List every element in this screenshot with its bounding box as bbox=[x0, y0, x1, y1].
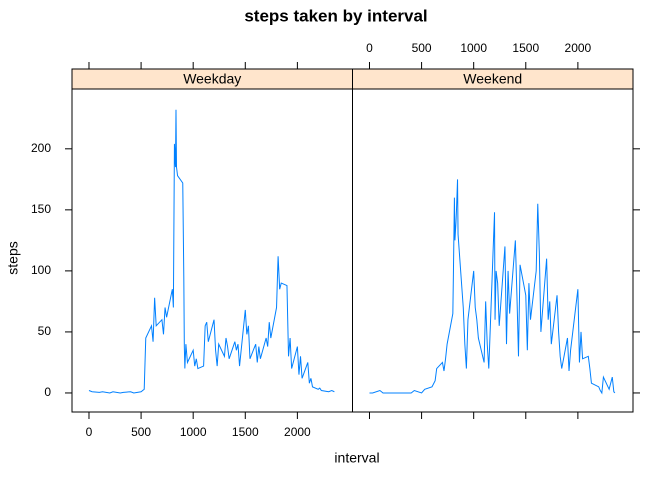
y-tick-label: 50 bbox=[38, 324, 52, 338]
strip-label: Weekend bbox=[463, 71, 522, 87]
x-tick-label: 1500 bbox=[232, 425, 259, 439]
x-tick-label: 2000 bbox=[565, 41, 592, 55]
data-line bbox=[369, 179, 616, 395]
panel bbox=[352, 88, 634, 413]
y-axis-label: steps bbox=[5, 241, 21, 274]
x-tick-label: 2000 bbox=[284, 425, 311, 439]
x-axis-label: interval bbox=[334, 450, 379, 466]
y-tick-label: 150 bbox=[31, 202, 51, 216]
x-tick-label: 500 bbox=[131, 425, 151, 439]
x-tick-label: 1500 bbox=[512, 41, 539, 55]
strip-label: Weekday bbox=[183, 71, 241, 87]
x-tick-label: 500 bbox=[412, 41, 432, 55]
x-tick-label: 1000 bbox=[460, 41, 487, 55]
x-tick-label: 0 bbox=[86, 425, 93, 439]
panel bbox=[71, 88, 353, 413]
x-tick-label: 0 bbox=[366, 41, 373, 55]
y-tick-label: 200 bbox=[31, 141, 51, 155]
x-tick-label: 1000 bbox=[180, 425, 207, 439]
y-tick-label: 0 bbox=[44, 385, 51, 399]
data-line bbox=[88, 109, 335, 394]
chart-title: steps taken by interval bbox=[244, 6, 427, 25]
y-tick-label: 100 bbox=[31, 263, 51, 277]
